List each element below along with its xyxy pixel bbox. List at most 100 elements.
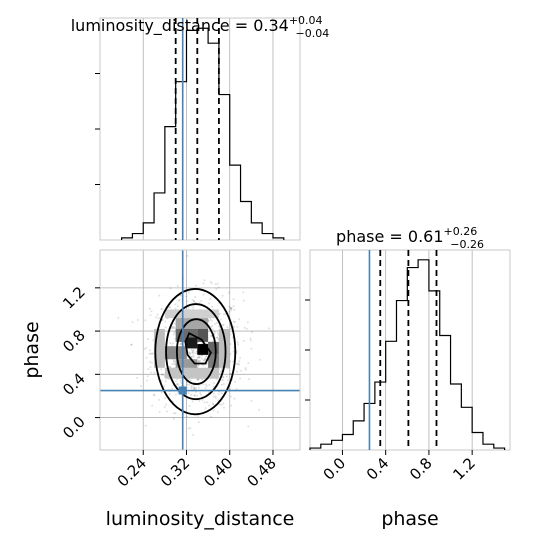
sample-point [195,386,198,389]
sample-point [195,284,197,287]
sample-point [218,326,221,329]
sample-point [202,359,205,362]
sample-point [192,300,195,303]
sample-point [186,383,189,386]
sample-point [196,356,199,359]
sample-point [210,415,213,418]
sample-point [221,379,224,382]
sample-point [222,375,224,378]
sample-point [247,425,250,428]
sample-point [173,322,176,325]
sample-point [169,287,172,290]
density-cell [218,328,230,368]
sample-point [173,327,176,329]
sample-point [239,357,242,360]
density-contour [154,288,237,416]
sample-point [197,378,200,381]
sample-point [175,393,177,396]
sample-point [198,386,200,389]
phase-marginal-panel: 0.0 0.4 0.8 1.2 [305,249,511,484]
sample-point [173,360,176,363]
sample-point [211,305,214,308]
sample-point [149,366,152,368]
sample-point [243,326,246,329]
sample-point [229,343,232,345]
sample-point [157,398,160,401]
sample-point [178,298,181,301]
sample-point [238,363,240,366]
sample-point [196,378,199,381]
phase-ytick-label: 0.8 [59,326,89,356]
sample-point [147,338,149,341]
sample-point [230,309,233,312]
density-cell [175,318,209,329]
sample-point [173,360,175,363]
sample-point [169,342,172,344]
sample-point [205,342,208,345]
sample-point [191,351,194,354]
sample-point [238,318,241,321]
phase-xtick-label: 1.2 [449,454,479,484]
luminosity-distance-xtick-label: 0.48 [243,454,279,490]
density-cell [208,354,219,368]
sample-point [220,383,223,386]
sample-point [164,326,167,329]
sample-point [168,306,170,309]
sample-point [188,383,191,386]
sample-point [221,324,224,327]
sample-point [192,351,195,354]
sample-point [210,334,213,337]
sample-point [164,397,167,400]
sample-point [220,370,223,372]
sample-point [214,397,217,400]
sample-point [174,307,177,310]
sample-point [169,366,172,369]
density-cell [208,341,219,355]
sample-point [131,321,134,324]
sample-point [228,310,231,313]
sample-point [214,330,216,333]
sample-point [197,364,200,367]
sample-point [200,357,203,360]
sample-point [143,348,146,351]
sample-point [212,409,215,412]
sample-point [205,355,208,358]
sample-point [163,385,165,388]
sample-point [228,388,231,391]
sample-point [216,336,219,339]
top-panel-frame [99,17,301,241]
sample-point [222,376,225,379]
sample-point [202,364,205,367]
sample-point [170,387,173,390]
sample-point [160,391,163,394]
sample-point [197,421,200,424]
sample-point [232,298,235,301]
sample-point [149,352,152,355]
sample-point [117,316,120,319]
sample-point [199,359,202,362]
sample-point [179,294,182,297]
sample-point [149,349,151,352]
sample-point [236,325,239,328]
sample-point [198,399,201,402]
sample-point [194,295,197,298]
sample-point [149,314,152,317]
sample-point [212,328,214,331]
sample-point [161,318,164,321]
sample-point [190,348,193,351]
sample-point [166,410,169,413]
sample-point [235,387,238,390]
sample-point [173,363,176,365]
sample-point [168,306,171,309]
sample-point [192,356,195,358]
sample-point [201,354,204,357]
sample-point [209,317,212,320]
sample-point [246,321,249,324]
phase-xtick-label: 0.8 [406,454,436,484]
sample-point [198,356,201,359]
sample-point [136,376,139,379]
sample-point [163,405,166,408]
sample-point [180,381,183,384]
sample-point [193,386,196,389]
sample-point [233,397,236,400]
